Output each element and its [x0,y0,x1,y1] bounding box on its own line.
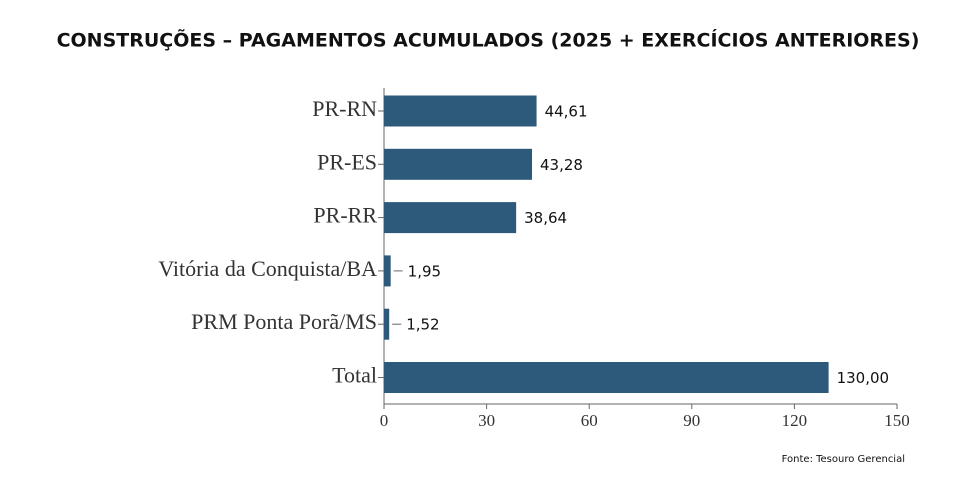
chart-title: CONSTRUÇÕES – PAGAMENTOS ACUMULADOS (202… [57,28,920,52]
x-tick-label: 90 [683,411,700,430]
bar [384,362,829,393]
value-label: 43,28 [540,156,583,174]
category-label: Total [332,363,377,388]
value-label: 130,00 [837,369,890,387]
x-tick-label: 30 [478,411,495,430]
bar [384,308,390,340]
category-label: PR-ES [317,149,377,174]
x-tick-label: 0 [380,411,389,430]
x-tick-label: 150 [884,411,910,430]
value-label: 1,52 [406,316,439,334]
value-label: 44,61 [545,103,588,121]
value-label: 1,95 [408,262,441,280]
category-label: PR-RN [312,96,377,121]
x-tick-label: 60 [581,411,598,430]
x-tick-label: 120 [782,411,808,430]
category-label: PRM Ponta Porã/MS [191,309,377,334]
category-label: Vitória da Conquista/BA [158,256,377,281]
category-label: PR-RR [313,203,377,228]
bar [384,148,533,180]
bar [384,255,391,287]
value-label: 38,64 [524,209,567,227]
bar [384,95,537,127]
bar [384,202,517,234]
source: Fonte: Tesouro Gerencial [782,454,905,465]
